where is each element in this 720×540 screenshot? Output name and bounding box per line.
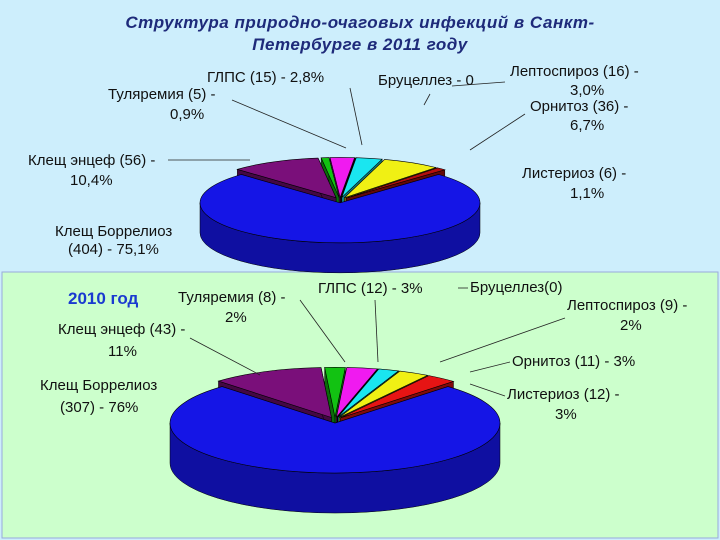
chart-title: Петербурге в 2011 году bbox=[252, 35, 468, 54]
slice bbox=[346, 167, 446, 199]
slice bbox=[324, 366, 346, 418]
slice-label: Клещ энцеф (56) - bbox=[28, 152, 155, 169]
leader-line bbox=[469, 383, 506, 397]
slice-label: Листериоз (6) - bbox=[522, 165, 626, 182]
slice bbox=[341, 157, 383, 198]
slice bbox=[320, 157, 340, 198]
slice-label: Клещ Боррелиоз bbox=[55, 223, 172, 240]
slice bbox=[338, 370, 429, 418]
slice-label: Бруцеллез - 0 bbox=[378, 72, 474, 89]
chart-title: 2010 год bbox=[68, 289, 139, 308]
leader-line bbox=[451, 81, 506, 87]
slice-label: 2% bbox=[620, 317, 642, 334]
slice-label: ГЛПС (12) - 3% bbox=[318, 280, 423, 297]
slice bbox=[329, 157, 356, 199]
slice-label: Клещ энцеф (43) - bbox=[58, 321, 185, 338]
slice-label: 2% bbox=[225, 309, 247, 326]
leader-line bbox=[299, 299, 346, 363]
slice-label: 3,0% bbox=[570, 82, 604, 99]
slice-label: Орнитоз (11) - 3% bbox=[512, 353, 635, 370]
slice bbox=[340, 375, 455, 419]
slice bbox=[336, 367, 379, 418]
slice-label: Бруцеллез(0) bbox=[470, 279, 563, 296]
slice-label: Листериоз (12) - bbox=[507, 386, 620, 403]
slice bbox=[217, 367, 332, 418]
leader-line bbox=[469, 361, 511, 373]
slice-label: Орнитоз (36) - bbox=[530, 98, 628, 115]
slice-label: 3% bbox=[555, 406, 577, 423]
slice-label: Лептоспироз (16) - bbox=[510, 63, 639, 80]
leader-line bbox=[423, 93, 431, 106]
slice bbox=[337, 368, 400, 418]
leader-line bbox=[231, 99, 347, 149]
slice-label: (307) - 76% bbox=[60, 399, 138, 416]
leader-line bbox=[374, 299, 379, 363]
slice bbox=[344, 159, 438, 199]
slice-label: (404) - 75,1% bbox=[68, 241, 159, 258]
leader-line bbox=[469, 113, 526, 151]
slice-label: 0,9% bbox=[170, 106, 204, 123]
slice-label: Лептоспироз (9) - bbox=[567, 297, 687, 314]
leader-line bbox=[349, 87, 363, 146]
slice-label: 10,4% bbox=[70, 172, 113, 189]
slice-label: ГЛПС (15) - 2,8% bbox=[207, 69, 324, 86]
slice-label: 1,1% bbox=[570, 185, 604, 202]
slice-label: Туляремия (8) - bbox=[178, 289, 286, 306]
slice-label: 6,7% bbox=[570, 117, 604, 134]
slice bbox=[169, 386, 501, 474]
leader-line bbox=[439, 317, 566, 363]
chart-title: Структура природно-очаговых инфекций в С… bbox=[125, 13, 594, 32]
slice bbox=[199, 174, 481, 244]
slice-label: Туляремия (5) - bbox=[108, 86, 216, 103]
slice bbox=[236, 157, 337, 199]
slice-label: 11% bbox=[108, 343, 137, 360]
leader-line bbox=[189, 337, 261, 376]
slice-label: Клещ Боррелиоз bbox=[40, 377, 157, 394]
